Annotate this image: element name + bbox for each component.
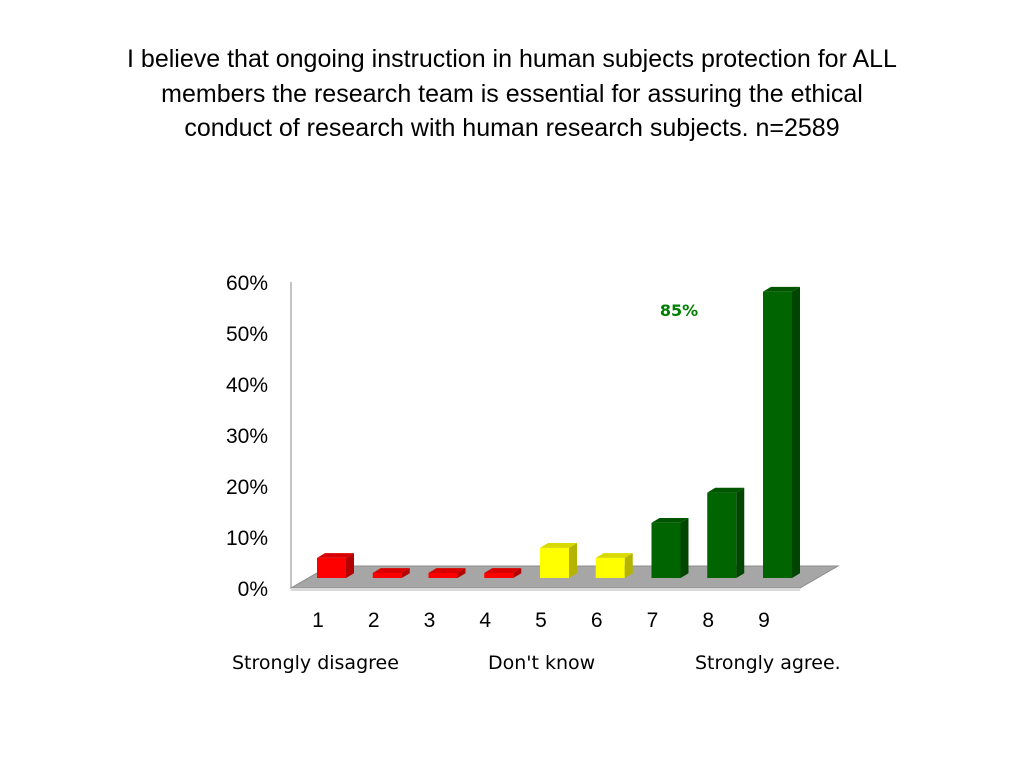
- bar-top: [540, 543, 577, 548]
- x-tick-label: 5: [535, 609, 547, 632]
- y-tick-label: 10%: [226, 527, 268, 550]
- bar-top: [595, 553, 633, 558]
- x-tick-label: 4: [479, 609, 491, 632]
- anchor-strongly-agree: Strongly agree.: [695, 652, 841, 674]
- x-tick-label: 6: [591, 609, 603, 632]
- chart-title: I believe that ongoing instruction in hu…: [40, 42, 984, 146]
- bar-side: [680, 517, 689, 578]
- bar-front: [317, 557, 346, 578]
- title-line-2: members the research team is essential f…: [161, 79, 863, 108]
- bar-top: [484, 568, 522, 573]
- bar-2: [372, 568, 410, 578]
- bar-8: [707, 487, 745, 578]
- anchor-dont-know: Don't know: [488, 652, 596, 674]
- bar-side: [569, 543, 577, 578]
- y-tick-label: 30%: [226, 425, 268, 448]
- title-line-1: I believe that ongoing instruction in hu…: [127, 45, 897, 73]
- y-tick-label: 50%: [226, 323, 268, 346]
- bar-side: [401, 568, 410, 578]
- scale-anchor-labels: Strongly disagree Don't know Strongly ag…: [0, 652, 1024, 682]
- bar-front: [763, 291, 792, 578]
- annotation-85-percent: 85%: [660, 301, 698, 320]
- bar-side: [736, 487, 745, 578]
- chart-labels: 0% 10% 20% 30% 40% 50% 60% 1 2 3 4 5 6 7 8 9 85%: [226, 272, 770, 632]
- y-tick-label: 0%: [238, 578, 268, 601]
- bar-top: [651, 517, 689, 523]
- y-tick-label: 20%: [226, 476, 268, 499]
- chart-bars: [317, 286, 800, 578]
- bar-side: [624, 553, 633, 578]
- bar-top: [428, 568, 466, 573]
- title-line-3: conduct of research with human research …: [184, 114, 840, 142]
- x-tick-label: 8: [702, 609, 714, 632]
- bar-top: [372, 568, 410, 573]
- bar-3: [428, 568, 466, 578]
- x-tick-label: 2: [368, 609, 380, 632]
- bar-front: [595, 557, 625, 578]
- bar-top: [707, 487, 745, 493]
- bar-side: [457, 568, 466, 578]
- bar-side: [513, 568, 522, 578]
- bar-front: [540, 547, 569, 578]
- bar-front: [484, 572, 514, 578]
- x-tick-label: 1: [312, 609, 324, 632]
- anchor-strongly-disagree: Strongly disagree: [232, 652, 399, 674]
- x-tick-label: 9: [758, 609, 770, 632]
- bar-front: [707, 492, 737, 578]
- bar-1: [317, 553, 354, 578]
- y-tick-label: 40%: [226, 374, 268, 397]
- x-tick-label: 3: [424, 609, 436, 632]
- bar-side: [346, 553, 354, 578]
- bar-6: [595, 553, 633, 578]
- bar-5: [540, 543, 577, 578]
- bar-front: [651, 522, 681, 578]
- x-tick-label: 7: [647, 609, 659, 632]
- y-tick-label: 60%: [226, 272, 268, 295]
- chart-floor-edge: [291, 588, 800, 591]
- bar-4: [484, 568, 522, 578]
- bar-7: [651, 517, 689, 578]
- bar-9: [763, 286, 800, 578]
- bar-top: [763, 286, 800, 292]
- bar-front: [428, 572, 458, 578]
- bar-front: [372, 572, 402, 578]
- bar-side: [792, 286, 800, 578]
- bar-top: [317, 553, 354, 558]
